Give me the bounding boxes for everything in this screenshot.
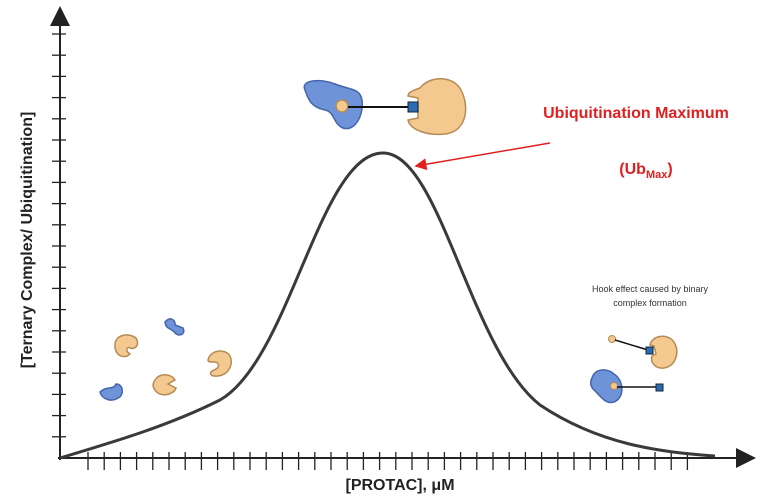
ternary-complex bbox=[303, 78, 467, 136]
abbr-suffix: ) bbox=[667, 161, 672, 178]
y-axis-label: [Ternary Complex/ Ubiquitination] bbox=[19, 112, 36, 369]
binary-complexes bbox=[589, 335, 678, 404]
axis-ticks bbox=[52, 33, 689, 470]
annotation-abbreviation: (UbMax) bbox=[619, 161, 672, 181]
hook-note-line: complex formation bbox=[613, 298, 687, 308]
free-proteins bbox=[99, 318, 232, 401]
x-axis-label: [PROTAC], μM bbox=[345, 477, 454, 494]
annotation-arrow bbox=[414, 142, 551, 171]
curve bbox=[59, 151, 716, 460]
abbr-prefix: (Ub bbox=[619, 161, 646, 178]
hook-note-line: Hook effect caused by binary bbox=[592, 284, 708, 294]
annotation-title: Ubiquitination Maximum bbox=[543, 105, 729, 122]
abbr-subscript: Max bbox=[646, 169, 668, 181]
